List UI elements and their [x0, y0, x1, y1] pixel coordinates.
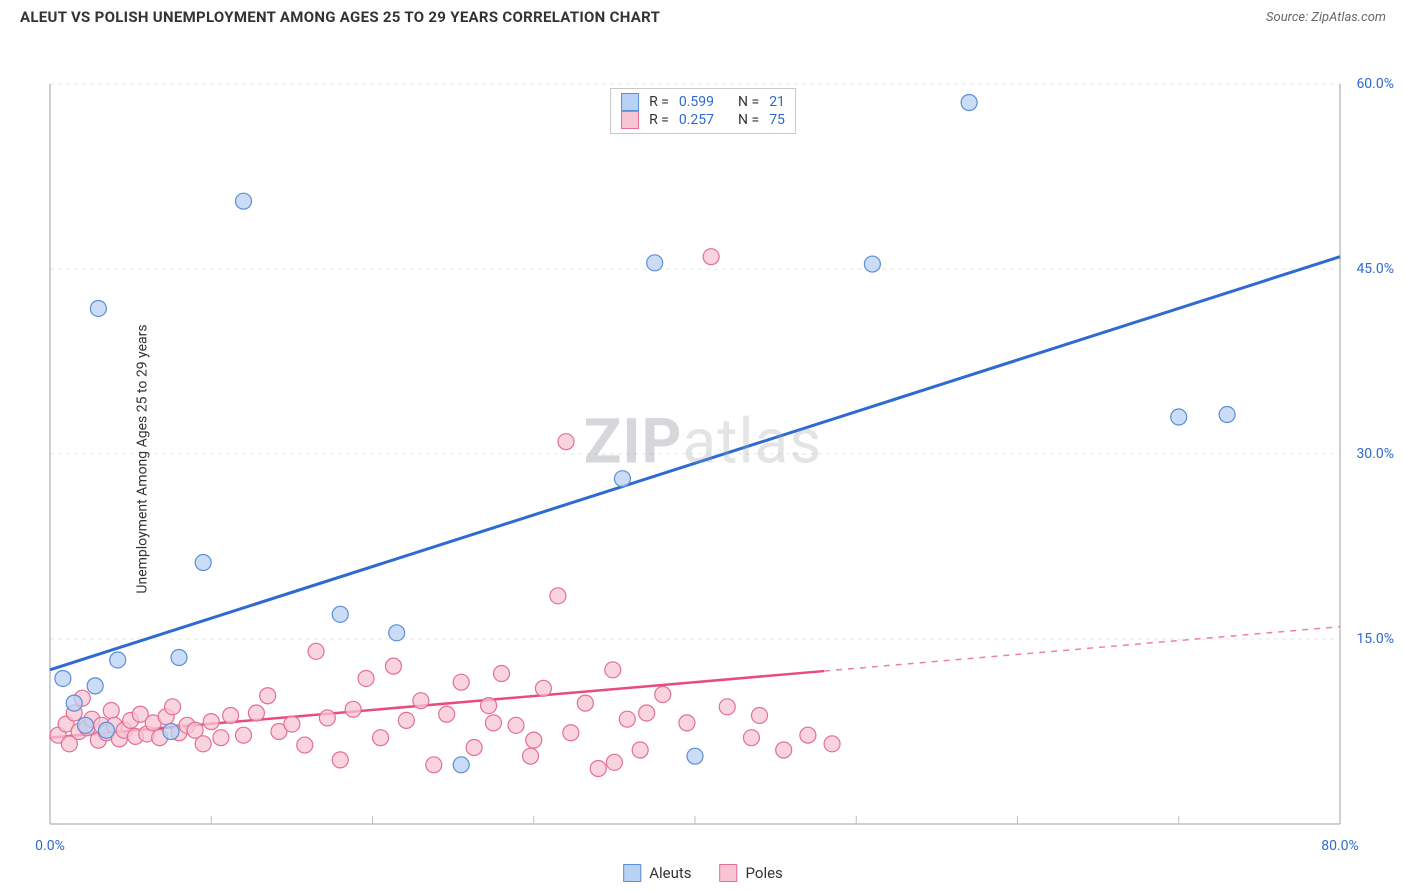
r-value: 0.257 — [679, 112, 714, 128]
legend-swatch — [720, 864, 738, 882]
n-label: N = — [738, 112, 759, 128]
chart-area: Unemployment Among Ages 25 to 29 years Z… — [0, 34, 1406, 884]
y-tick-label: 45.0% — [1356, 261, 1394, 277]
correlation-legend: R = 0.599 N = 21 R = 0.257 N = 75 — [610, 88, 796, 134]
scatter-plot-svg — [0, 34, 1406, 884]
chart-title: ALEUT VS POLISH UNEMPLOYMENT AMONG AGES … — [20, 8, 660, 26]
n-value: 21 — [769, 94, 785, 110]
legend-row: R = 0.257 N = 75 — [621, 111, 785, 129]
r-label: R = — [649, 112, 669, 128]
x-tick-label: 80.0% — [1321, 838, 1359, 854]
n-value: 75 — [769, 112, 785, 128]
y-axis-label: Unemployment Among Ages 25 to 29 years — [135, 324, 151, 593]
legend-name: Poles — [746, 864, 783, 882]
y-tick-label: 60.0% — [1356, 76, 1394, 92]
legend-name: Aleuts — [649, 864, 691, 882]
legend-item: Poles — [720, 864, 783, 882]
legend-swatch — [623, 864, 641, 882]
n-label: N = — [738, 94, 759, 110]
series-legend: Aleuts Poles — [623, 864, 783, 882]
legend-item: Aleuts — [623, 864, 691, 882]
r-label: R = — [649, 94, 669, 110]
r-value: 0.599 — [679, 94, 714, 110]
legend-swatch — [621, 93, 639, 111]
legend-row: R = 0.599 N = 21 — [621, 93, 785, 111]
source-label: Source: ZipAtlas.com — [1266, 10, 1386, 25]
legend-swatch — [621, 111, 639, 129]
y-tick-label: 15.0% — [1356, 631, 1394, 647]
x-tick-label: 0.0% — [35, 838, 65, 854]
y-tick-label: 30.0% — [1356, 446, 1394, 462]
